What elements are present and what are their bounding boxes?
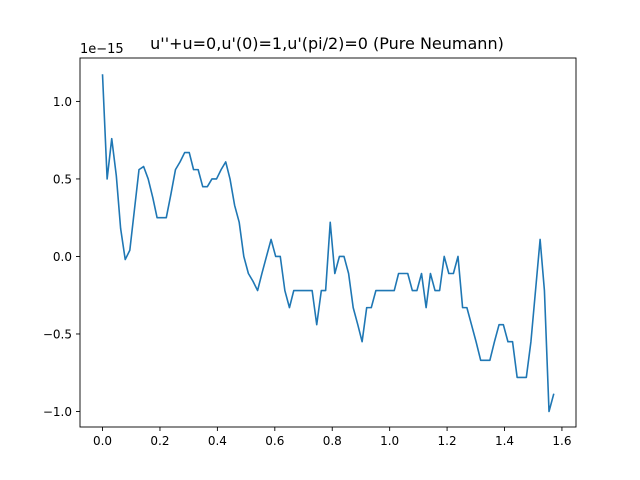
x-tick-label-0: 0.0	[93, 434, 112, 448]
x-tick-label-1: 0.2	[150, 434, 169, 448]
plot-area: 0.0 0.2 0.4 0.6 0.8 1.0 1.2 1.4 1.6 −1.0 −0.5 0.0 0.…	[43, 57, 577, 448]
chart-title: u''+u=0,u'(0)=1,u'(pi/2)=0 (Pure Neumann…	[150, 34, 504, 53]
x-tick-label-4: 0.8	[323, 434, 342, 448]
x-tick-label-5: 1.0	[380, 434, 399, 448]
x-tick-label-6: 1.2	[438, 434, 457, 448]
y-axis-offset-label: 1e−15	[80, 42, 124, 57]
y-tick-label-3: 0.5	[53, 172, 72, 186]
x-tick-label-8: 1.6	[552, 434, 571, 448]
x-tick-label-2: 0.4	[208, 434, 227, 448]
x-tick-label-7: 1.4	[495, 434, 514, 448]
y-tick-label-0: −1.0	[43, 405, 72, 419]
axes-frame	[79, 57, 577, 428]
series-line-0	[101, 74, 555, 413]
y-tick-label-1: −0.5	[43, 327, 72, 341]
y-tick-label-4: 1.0	[53, 95, 72, 109]
x-tick-label-3: 0.6	[265, 434, 284, 448]
y-tick-label-2: 0.0	[53, 250, 72, 264]
